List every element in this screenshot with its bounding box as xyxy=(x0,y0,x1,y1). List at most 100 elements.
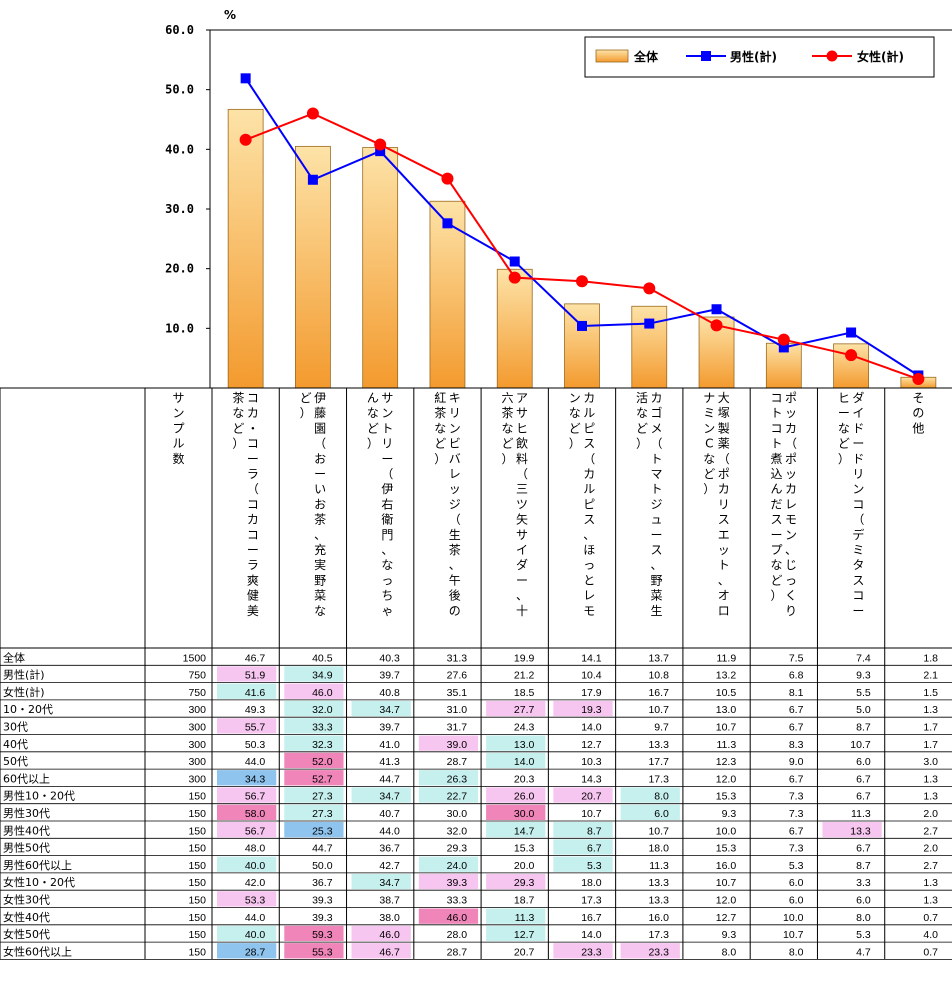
bar xyxy=(227,108,264,389)
cell-highlight xyxy=(486,752,546,769)
sample-size-cell: 300 xyxy=(188,722,206,734)
table-cell: 9.3 xyxy=(856,670,871,682)
table-cell: 52.0 xyxy=(312,756,333,768)
table-cell: 6.0 xyxy=(654,808,669,820)
table-cell: 41.3 xyxy=(379,756,400,768)
table-cell: 6.7 xyxy=(789,722,804,734)
marker-male xyxy=(644,318,655,329)
table-cell: 40.8 xyxy=(379,687,400,699)
table-cell: 19.3 xyxy=(581,704,602,716)
table-cell: 14.0 xyxy=(581,929,602,941)
category-header: カルピス（カルピス、ほっとレモンなど） xyxy=(569,391,596,618)
cell-highlight xyxy=(418,856,479,872)
table-cell: 21.2 xyxy=(514,670,535,682)
table-cell: 13.2 xyxy=(716,670,737,682)
cell-highlight xyxy=(284,666,344,682)
sample-size-cell: 150 xyxy=(188,808,206,820)
table-cell: 11.9 xyxy=(717,652,737,664)
table-cell: 12.3 xyxy=(716,756,737,768)
category-header: サントリー（伊右衛門、なっちゃんなど） xyxy=(367,391,394,618)
table-cell: 2.7 xyxy=(923,860,938,872)
sample-size-cell: 300 xyxy=(188,773,206,785)
table-cell: 33.3 xyxy=(312,722,333,734)
marker-male xyxy=(711,304,722,315)
table-cell: 15.3 xyxy=(716,791,737,803)
table-cell: 48.0 xyxy=(245,843,266,855)
cell-highlight xyxy=(217,683,277,699)
cell-highlight xyxy=(284,787,344,803)
cell-highlight xyxy=(284,700,344,717)
table-cell: 0.7 xyxy=(923,912,938,924)
table-cell: 8.3 xyxy=(789,739,804,751)
row-label: 男性10・20代 xyxy=(3,789,75,803)
bar xyxy=(362,147,399,389)
table-cell: 5.3 xyxy=(789,860,804,872)
sample-size-cell: 150 xyxy=(188,825,206,837)
row-label: 男性50代 xyxy=(3,841,50,855)
row-label: 40代 xyxy=(3,738,28,751)
table-cell: 44.7 xyxy=(312,843,333,855)
sample-size-header: サンプル数 xyxy=(172,391,184,466)
row-label: 男性30代 xyxy=(3,806,50,820)
table-cell: 10.7 xyxy=(716,722,737,734)
table-cell: 8.0 xyxy=(856,912,871,924)
table-cell: 14.1 xyxy=(581,652,602,664)
bar xyxy=(564,303,600,389)
table-cell: 35.1 xyxy=(447,687,468,699)
y-tick-label: 60.0 xyxy=(165,23,194,37)
table-cell: 22.7 xyxy=(447,791,468,803)
table-cell: 44.0 xyxy=(245,756,266,768)
table-cell: 18.5 xyxy=(514,687,535,699)
table-cell: 6.7 xyxy=(587,843,602,855)
cell-highlight xyxy=(217,787,277,803)
table-cell: 14.0 xyxy=(581,722,602,734)
row-label: 50代 xyxy=(3,755,28,768)
table-cell: 14.7 xyxy=(514,825,535,837)
table-cell: 16.0 xyxy=(648,912,669,924)
cell-highlight xyxy=(822,822,882,838)
table-cell: 3.3 xyxy=(856,877,871,889)
legend-label-bar: 全体 xyxy=(633,49,659,64)
table-cell: 50.3 xyxy=(245,739,266,751)
table-cell: 10.5 xyxy=(716,687,737,699)
cell-highlight xyxy=(217,925,277,942)
table-cell: 9.3 xyxy=(722,808,737,820)
table-cell: 9.0 xyxy=(789,756,804,768)
table-cell: 46.0 xyxy=(312,687,333,699)
table-cell: 1.3 xyxy=(923,704,938,716)
sample-size-cell: 300 xyxy=(188,739,206,751)
table-cell: 17.3 xyxy=(648,773,669,785)
legend-swatch-bar xyxy=(595,49,629,63)
category-header: ダイドードリンコ（デミタスコーヒーなど） xyxy=(838,390,865,618)
table-cell: 1.3 xyxy=(923,877,938,889)
marker-male xyxy=(307,174,318,185)
table-cell: 13.3 xyxy=(648,895,669,907)
table-cell: 17.7 xyxy=(648,756,669,768)
table-cell: 20.0 xyxy=(514,860,535,872)
table-cell: 38.0 xyxy=(379,912,400,924)
table-cell: 2.0 xyxy=(923,808,938,820)
table-cell: 12.7 xyxy=(514,929,535,941)
cell-highlight xyxy=(418,787,479,803)
row-label: 男性(計) xyxy=(3,668,45,682)
table-cell: 12.7 xyxy=(581,739,602,751)
table-cell: 52.7 xyxy=(312,773,333,785)
marker-female xyxy=(508,271,521,284)
table-cell: 26.3 xyxy=(447,773,468,785)
cell-highlight xyxy=(486,787,546,803)
table-cell: 41.6 xyxy=(245,687,266,699)
cell-highlight xyxy=(620,943,680,959)
table-cell: 28.7 xyxy=(245,946,266,958)
category-header: その他 xyxy=(912,391,924,435)
y-axis-unit: % xyxy=(224,8,236,22)
table-cell: 15.3 xyxy=(514,843,535,855)
table-cell: 6.7 xyxy=(856,843,871,855)
category-header: ポッカ（ポッカレモン、じっくりコトコト煮込んだスープなど） xyxy=(771,391,798,618)
cell-highlight xyxy=(351,700,411,717)
table-cell: 58.0 xyxy=(245,808,266,820)
cell-highlight xyxy=(284,943,344,959)
marker-female xyxy=(643,282,656,295)
table-cell: 2.7 xyxy=(923,825,938,837)
table-cell: 23.3 xyxy=(581,946,602,958)
